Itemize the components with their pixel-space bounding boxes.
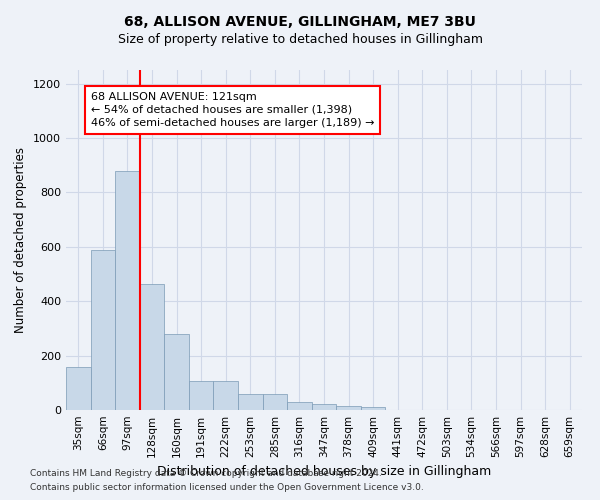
Y-axis label: Number of detached properties: Number of detached properties [14, 147, 28, 333]
Text: 68 ALLISON AVENUE: 121sqm
← 54% of detached houses are smaller (1,398)
46% of se: 68 ALLISON AVENUE: 121sqm ← 54% of detac… [91, 92, 374, 128]
Bar [263, 394, 287, 410]
Bar [164, 334, 189, 410]
Bar [287, 402, 312, 410]
Bar [238, 394, 263, 410]
Bar [140, 284, 164, 410]
X-axis label: Distribution of detached houses by size in Gillingham: Distribution of detached houses by size … [157, 466, 491, 478]
Bar [214, 382, 238, 410]
Bar [91, 250, 115, 410]
Bar [361, 406, 385, 410]
Bar [115, 170, 140, 410]
Text: Size of property relative to detached houses in Gillingham: Size of property relative to detached ho… [118, 32, 482, 46]
Bar [66, 367, 91, 410]
Bar [336, 406, 361, 410]
Bar [312, 404, 336, 410]
Text: 68, ALLISON AVENUE, GILLINGHAM, ME7 3BU: 68, ALLISON AVENUE, GILLINGHAM, ME7 3BU [124, 15, 476, 29]
Bar [189, 382, 214, 410]
Text: Contains public sector information licensed under the Open Government Licence v3: Contains public sector information licen… [30, 484, 424, 492]
Text: Contains HM Land Registry data © Crown copyright and database right 2024.: Contains HM Land Registry data © Crown c… [30, 468, 382, 477]
